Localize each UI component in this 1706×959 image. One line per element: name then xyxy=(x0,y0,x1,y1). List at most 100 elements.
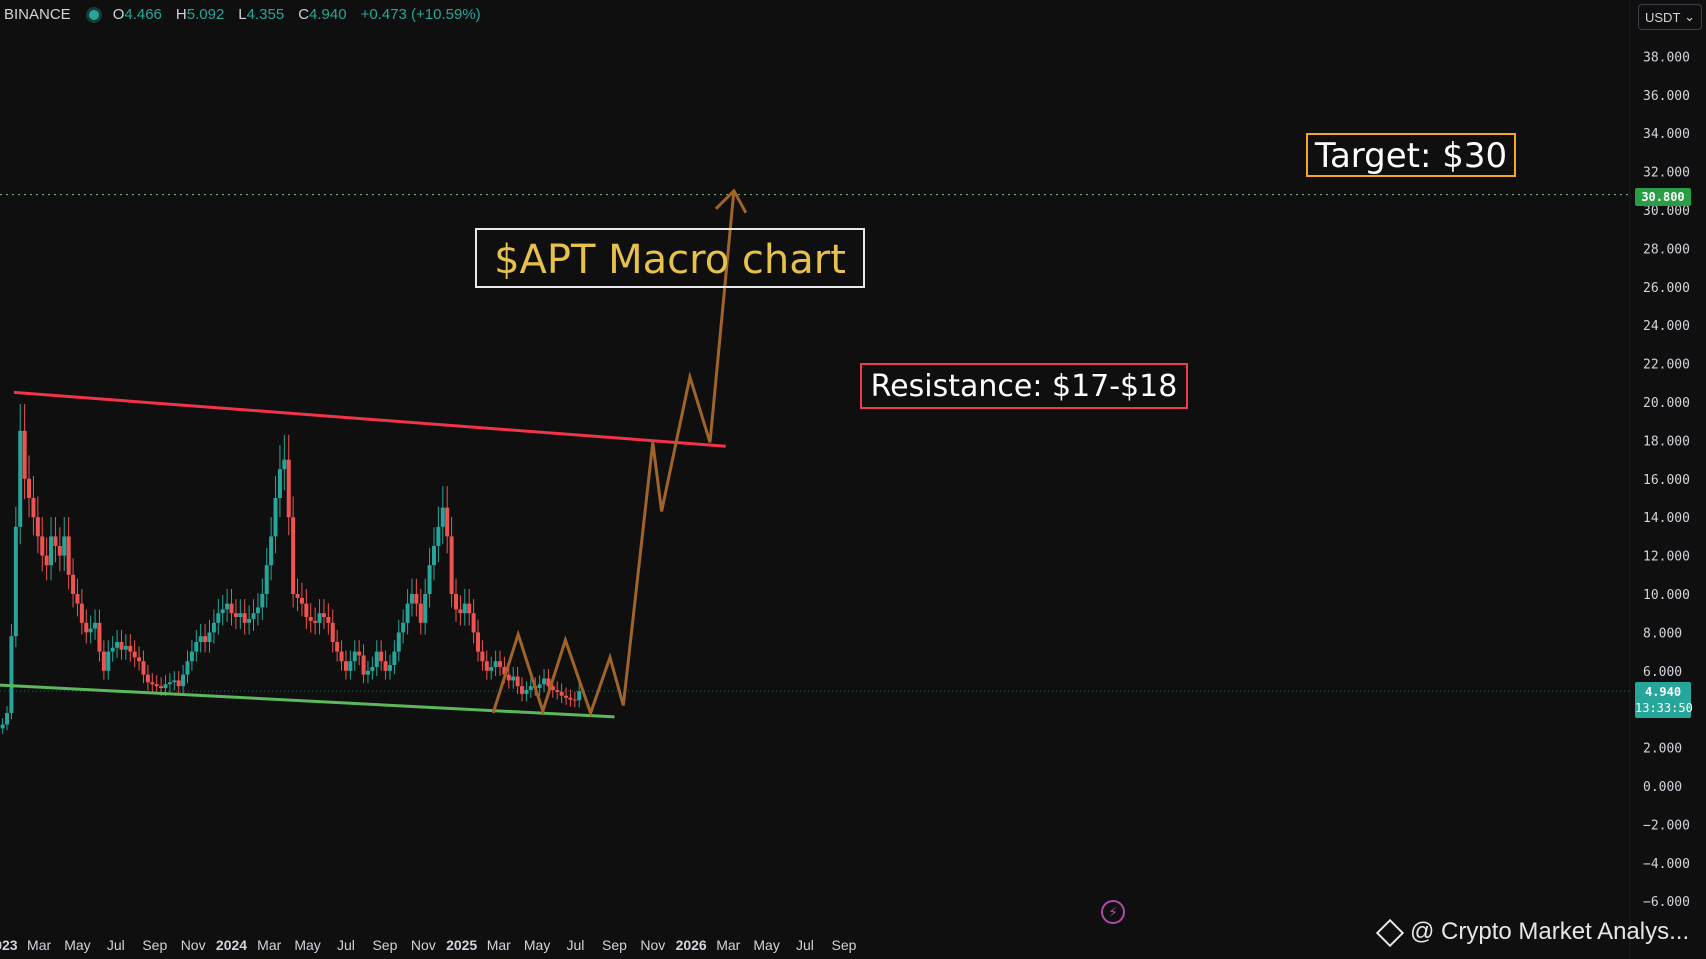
candle-body xyxy=(97,622,102,652)
candle-body xyxy=(537,684,542,689)
candle-body xyxy=(185,661,190,675)
currency-selector[interactable]: USDT ⌄ xyxy=(1638,4,1702,30)
candle-body xyxy=(123,645,128,650)
candle-body xyxy=(330,622,335,642)
candle-body xyxy=(498,661,503,667)
candle-body xyxy=(308,617,313,621)
y-tick-label: 34.000 xyxy=(1643,127,1690,142)
y-tick-label: 36.000 xyxy=(1643,89,1690,104)
candle-body xyxy=(559,691,564,696)
candle-body xyxy=(453,594,458,610)
candle-body xyxy=(13,526,18,637)
candle-body xyxy=(392,651,397,666)
x-tick-label: May xyxy=(64,937,90,953)
chart-title-box: $APT Macro chart xyxy=(475,228,865,288)
x-tick-label: Mar xyxy=(487,937,511,953)
projection-path xyxy=(491,190,736,718)
candle-body xyxy=(251,613,256,619)
resistance-label: Resistance: $17-$18 xyxy=(870,369,1178,404)
currency-label: USDT xyxy=(1645,9,1681,25)
target-label: Target: $30 xyxy=(1314,136,1508,176)
candle-body xyxy=(383,661,388,671)
y-tick-label: −4.000 xyxy=(1643,857,1690,872)
exchange-label[interactable]: BINANCE xyxy=(4,6,71,23)
x-tick-label: Mar xyxy=(27,937,51,953)
candle-body xyxy=(172,680,177,683)
candle-body xyxy=(379,651,384,662)
candle-body xyxy=(167,682,172,685)
candle-body xyxy=(515,676,520,687)
market-status-dot xyxy=(88,9,99,20)
x-tick-label: 2025 xyxy=(446,937,477,953)
low-value: 4.355 xyxy=(246,6,285,23)
candle-body xyxy=(418,603,423,623)
resistance-label-box: Resistance: $17-$18 xyxy=(860,363,1188,409)
candle-body xyxy=(321,613,326,618)
last-price-value: 4.940 xyxy=(1644,685,1682,699)
candle-body xyxy=(211,622,216,633)
candle-body xyxy=(176,680,181,687)
candle-body xyxy=(405,603,410,623)
candle-body xyxy=(577,691,582,701)
y-tick-label: 10.000 xyxy=(1643,588,1690,603)
y-tick-label: 14.000 xyxy=(1643,511,1690,526)
target-level-value: 30.800 xyxy=(1641,190,1685,204)
candle-body xyxy=(229,603,234,614)
candle-body xyxy=(295,594,300,598)
candle-body xyxy=(207,632,212,642)
candle-body xyxy=(27,478,32,498)
y-tick-label: 2.000 xyxy=(1643,742,1682,757)
alert-icon[interactable]: ⚡ xyxy=(1101,900,1125,924)
candle-body xyxy=(467,603,472,614)
candle-body xyxy=(128,645,133,652)
candle-body xyxy=(374,651,379,667)
candle-body xyxy=(101,651,106,671)
candle-body xyxy=(506,674,511,681)
candle-body xyxy=(163,684,168,689)
x-tick-label: Mar xyxy=(257,937,281,953)
binance-logo-icon xyxy=(1375,918,1405,947)
y-tick-label: 8.000 xyxy=(1643,626,1682,641)
x-tick-label: Jul xyxy=(567,937,585,953)
candle-body xyxy=(550,686,555,690)
projection-arrowhead xyxy=(714,188,748,214)
candle-body xyxy=(286,459,291,518)
candle-body xyxy=(436,526,441,546)
candle-body xyxy=(489,666,494,671)
candle-body xyxy=(304,603,309,618)
y-tick-label: −6.000 xyxy=(1643,895,1690,910)
candle-body xyxy=(524,690,529,694)
y-tick-label: 38.000 xyxy=(1643,50,1690,65)
candle-body xyxy=(159,686,164,689)
y-tick-label: 22.000 xyxy=(1643,358,1690,373)
y-tick-label: 28.000 xyxy=(1643,242,1690,257)
candle-body xyxy=(313,620,318,623)
x-tick-label: May xyxy=(294,937,320,953)
candle-body xyxy=(431,546,436,566)
candle-body xyxy=(71,574,76,594)
candle-body xyxy=(53,536,58,546)
candle-body xyxy=(476,632,481,652)
x-tick-label: 2023 xyxy=(0,937,18,953)
watermark-text: @ Crypto Market Analys... xyxy=(1410,918,1690,945)
candle-body xyxy=(291,517,296,594)
x-tick-label: Sep xyxy=(372,937,397,953)
x-tick-label: Jul xyxy=(107,937,125,953)
candle-body xyxy=(511,676,516,681)
candle-body xyxy=(357,651,362,656)
candle-body xyxy=(260,594,265,608)
candle-body xyxy=(93,622,98,629)
candle-body xyxy=(352,651,357,662)
candle-body xyxy=(150,682,155,685)
x-tick-label: Jul xyxy=(337,937,355,953)
x-tick-label: Jul xyxy=(796,937,814,953)
candle-body xyxy=(119,642,124,650)
x-tick-label: Mar xyxy=(716,937,740,953)
candle-body xyxy=(414,594,419,604)
candle-body xyxy=(154,684,159,687)
candle-body xyxy=(440,507,445,527)
x-tick-label: Nov xyxy=(181,937,206,953)
x-tick-label: 2026 xyxy=(676,937,707,953)
y-tick-label: 32.000 xyxy=(1643,166,1690,181)
